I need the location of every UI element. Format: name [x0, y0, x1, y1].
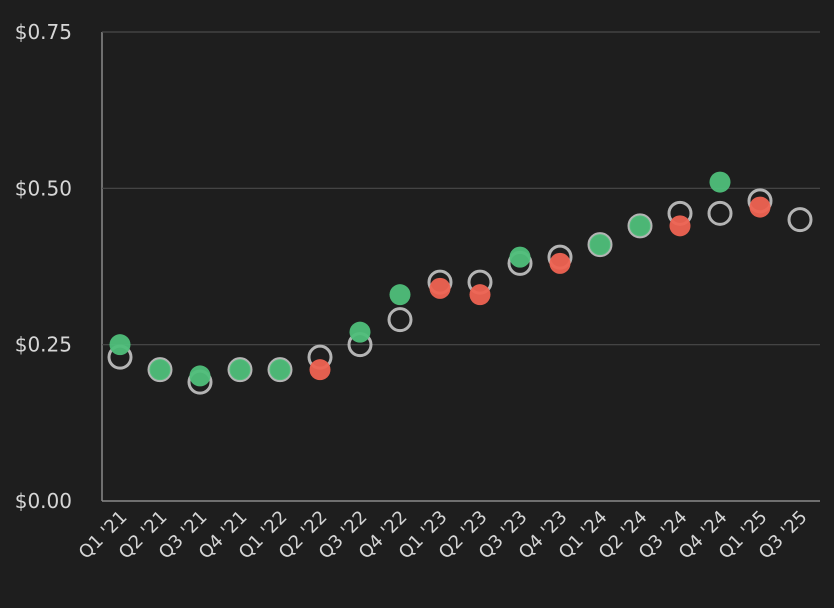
- actual-marker: [509, 246, 531, 268]
- y-axis-ticks: $0.75 $0.50 $0.25 $0.00: [15, 20, 72, 513]
- estimate-marker: [227, 357, 253, 383]
- estimate-marker: [587, 232, 613, 258]
- estimate-marker: [267, 357, 293, 383]
- actual-marker: [149, 359, 171, 381]
- actual-marker: [749, 196, 771, 218]
- actual-marker: [189, 365, 211, 387]
- estimate-marker: [147, 357, 173, 383]
- actual-marker: [349, 321, 371, 343]
- actual-marker: [669, 215, 691, 237]
- actual-marker: [469, 284, 491, 306]
- actual-marker: [629, 215, 651, 237]
- y-tick-label: $0.25: [15, 333, 72, 357]
- actual-markers: [109, 171, 771, 387]
- actual-marker: [549, 252, 571, 274]
- actual-marker: [389, 284, 411, 306]
- estimate-marker: [707, 200, 733, 226]
- y-tick-label: $0.00: [15, 489, 72, 513]
- estimate-marker: [627, 213, 653, 239]
- estimate-marker: [387, 307, 413, 333]
- y-tick-label: $0.75: [15, 20, 72, 44]
- actual-marker: [269, 359, 291, 381]
- estimate-marker: [787, 207, 813, 233]
- estimate-markers: [107, 188, 813, 395]
- actual-marker: [229, 359, 251, 381]
- actual-marker: [589, 234, 611, 256]
- actual-marker: [109, 334, 131, 356]
- y-tick-label: $0.50: [15, 176, 72, 200]
- actual-marker: [309, 359, 331, 381]
- actual-marker: [429, 277, 451, 299]
- grid-lines: [101, 31, 820, 502]
- actual-marker: [709, 171, 731, 193]
